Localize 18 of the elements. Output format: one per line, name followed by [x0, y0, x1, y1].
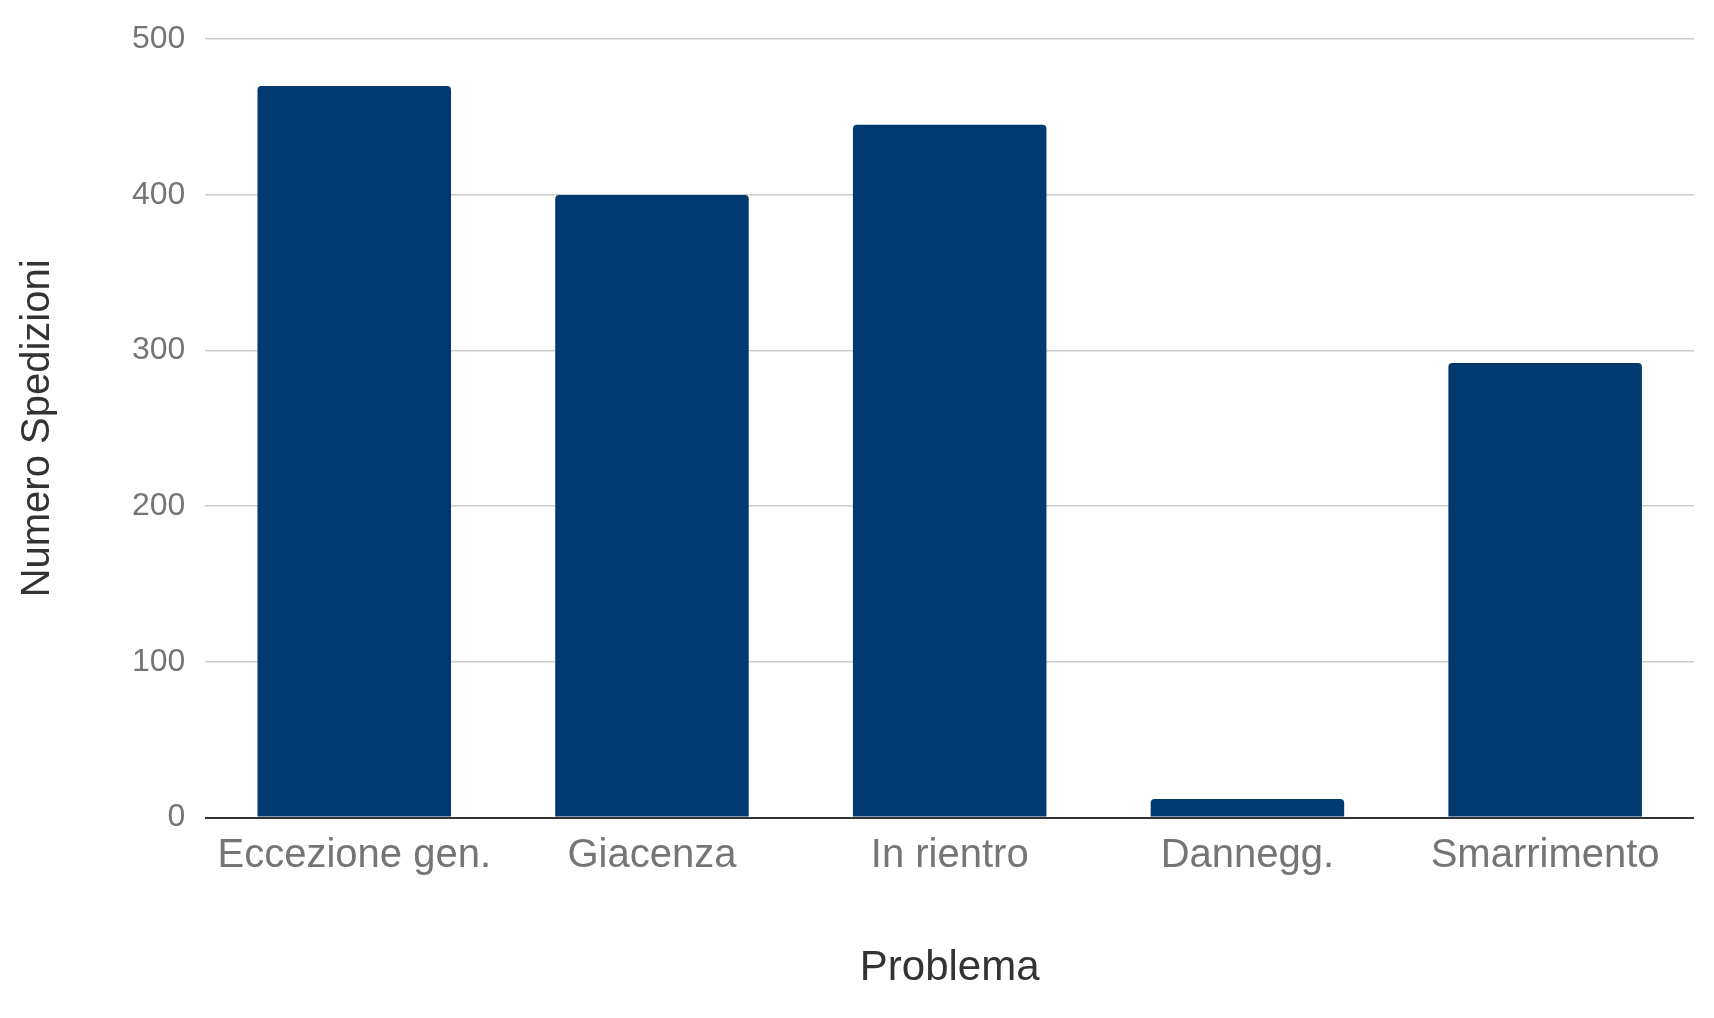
x-tick-label: Smarrimento	[1430, 830, 1660, 875]
y-tick-label: 500	[132, 19, 186, 56]
bar	[555, 194, 749, 817]
x-tick-label: In rientro	[870, 830, 1029, 875]
x-tick-label: Eccezione gen.	[217, 830, 492, 875]
bar	[1448, 363, 1642, 817]
y-tick-label: 0	[167, 797, 186, 834]
bar	[852, 124, 1047, 817]
y-tick-label: 300	[132, 330, 186, 367]
y-tick-label: 400	[132, 174, 186, 211]
y-tick-label: 100	[132, 641, 186, 678]
x-axis-title: Problema	[859, 942, 1041, 990]
x-tick-label: Dannegg.	[1160, 830, 1335, 875]
x-tick-label: Giacenza	[567, 830, 738, 875]
y-tick-label: 200	[132, 486, 186, 523]
y-axis-title: Numero Spedizioni	[13, 259, 58, 598]
bar	[257, 85, 452, 817]
bar	[1150, 798, 1345, 817]
